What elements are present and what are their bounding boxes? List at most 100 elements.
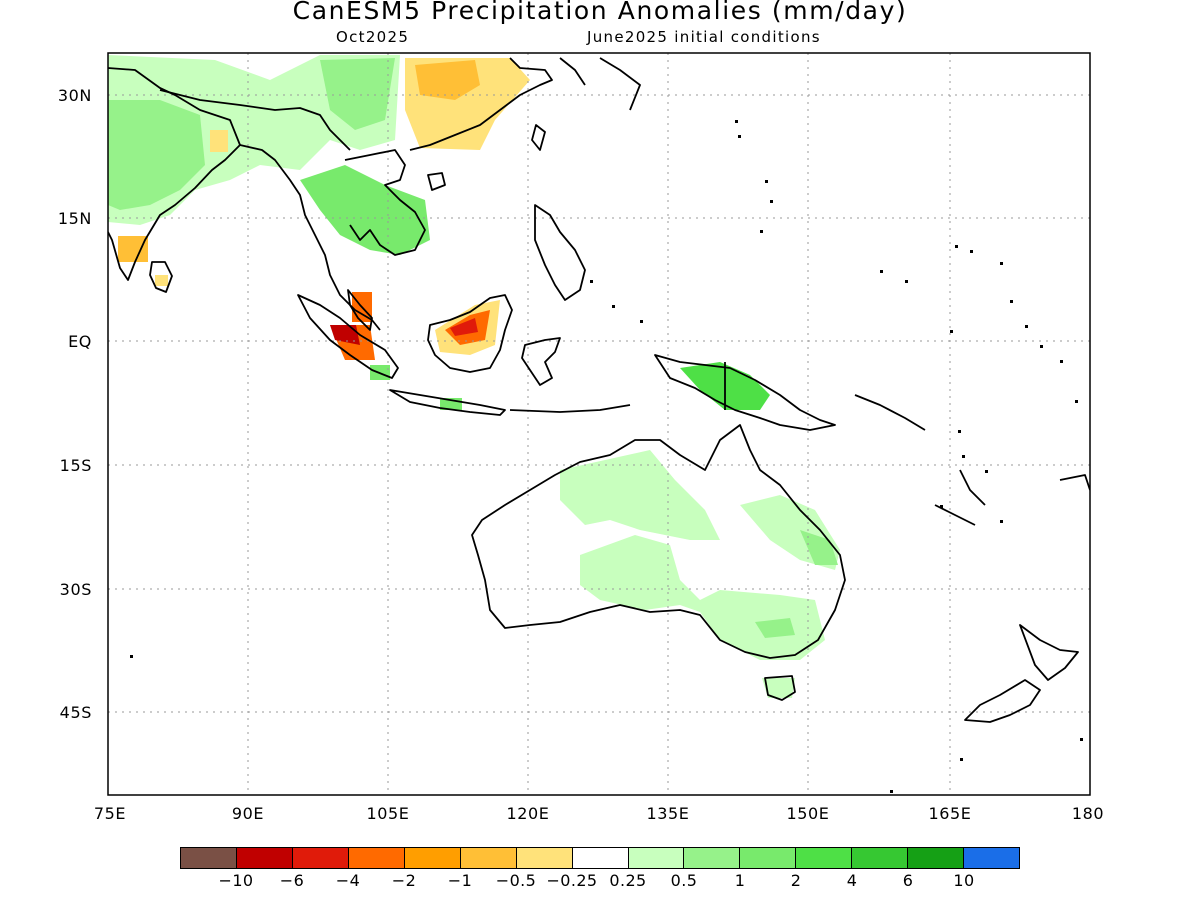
colorbar-swatch (572, 848, 629, 868)
map-plot-area (108, 53, 1090, 795)
island-dot (940, 505, 943, 508)
island-dot (1000, 520, 1003, 523)
colorbar-label: 4 (846, 871, 858, 890)
coast-hainan (427, 172, 446, 191)
coast-taiwan (531, 124, 546, 151)
anomaly-tasmania (762, 678, 795, 698)
island-dot (1000, 262, 1003, 265)
coast-nz-north (1019, 624, 1079, 681)
colorbar-label: −1 (447, 871, 473, 890)
coast-indochina (344, 149, 426, 256)
xtick-165e: 165E (928, 804, 972, 823)
colorbar-swatch (964, 848, 1020, 868)
colorbar-label: −4 (335, 871, 361, 890)
colorbar-swatch (236, 848, 293, 868)
colorbar-swatch (908, 848, 965, 868)
island-dot (770, 200, 773, 203)
coast-india (108, 67, 241, 281)
coast-australia (471, 424, 846, 659)
ytick-eq: EQ (68, 332, 92, 351)
colorbar-swatch (628, 848, 685, 868)
anomaly-india-yellow (210, 130, 228, 152)
island-dot (738, 135, 741, 138)
xtick-150e: 150E (786, 804, 830, 823)
colorbar-swatch (684, 848, 741, 868)
colorbar-label: 10 (953, 871, 975, 890)
anomaly-india-darker (108, 100, 205, 210)
anomaly-indochina-green (300, 165, 430, 255)
coast-newcaledonia (934, 504, 976, 526)
colorbar-swatch (516, 848, 573, 868)
island-dot (765, 180, 768, 183)
coast-himalaya-border (159, 89, 351, 151)
colorbar-label: 1 (734, 871, 746, 890)
coast-lesser-sunda (509, 404, 631, 413)
initial-conditions: June2025 initial conditions (587, 28, 821, 46)
island-dot (1040, 345, 1043, 348)
coast-sumatra (297, 294, 399, 379)
island-dot (970, 250, 973, 253)
colorbar-label: −0.25 (546, 871, 598, 890)
coast-solomon (854, 394, 926, 431)
island-dot (1025, 325, 1028, 328)
coast-vanuatu-fiji (959, 469, 1090, 506)
colorbar-label: 0.5 (670, 871, 698, 890)
xtick-120e: 120E (506, 804, 550, 823)
map-title: CanESM5 Precipitation Anomalies (mm/day) (292, 0, 908, 25)
colorbar-swatch (852, 848, 909, 868)
coast-java (389, 389, 506, 416)
anomaly-srilanka-yellow (155, 275, 168, 286)
island-dot (960, 758, 963, 761)
xtick-180: 180 (1071, 804, 1105, 823)
island-dot (735, 120, 738, 123)
island-dot (962, 455, 965, 458)
coast-china (409, 57, 553, 151)
island-dot (760, 230, 763, 233)
ytick-30s: 30S (59, 580, 92, 599)
island-dot (1080, 738, 1083, 741)
colorbar-label: 6 (902, 871, 914, 890)
anomaly-srilanka-orange (118, 236, 148, 262)
colorbar-swatch (348, 848, 405, 868)
lat-lon-grid (108, 53, 1090, 795)
anomaly-sumatra-red (330, 325, 360, 345)
ytick-30n: 30N (57, 86, 92, 105)
coast-nz-south (964, 679, 1041, 723)
island-dot (950, 330, 953, 333)
island-dot (890, 790, 893, 793)
coast-srilanka (149, 261, 173, 293)
coast-bay-bengal (239, 144, 381, 331)
coast-sulawesi (521, 337, 561, 386)
ytick-45s: 45S (59, 703, 92, 722)
island-dot (958, 430, 961, 433)
pacific-islands (130, 120, 1083, 793)
anomaly-china-lightgreen (320, 58, 395, 130)
xtick-90e: 90E (231, 804, 265, 823)
anomaly-aus-se-green (755, 618, 795, 638)
colorbar-swatch (292, 848, 349, 868)
colorbar-swatch (796, 848, 853, 868)
anomaly-aus-east-green (800, 530, 838, 565)
forecast-month: Oct2025 (336, 28, 410, 46)
colorbar-label: −2 (391, 871, 417, 890)
colorbar-label: −6 (279, 871, 305, 890)
ytick-15s: 15S (59, 456, 92, 475)
colorbar-label: −0.5 (495, 871, 537, 890)
coast-malaya (347, 289, 373, 331)
coast-tasmania (764, 675, 796, 701)
island-dot (905, 280, 908, 283)
island-dot (1060, 360, 1063, 363)
island-dot (880, 270, 883, 273)
coast-borneo (427, 294, 513, 373)
anomaly-aus-central (580, 535, 825, 660)
island-dot (640, 320, 643, 323)
island-dot (612, 305, 615, 308)
island-dot (985, 470, 988, 473)
colorbar-label: −10 (218, 871, 254, 890)
colorbar (180, 847, 1020, 869)
colorbar-label: 2 (790, 871, 802, 890)
colorbar-label: 0.25 (609, 871, 647, 890)
colorbar-swatch (404, 848, 461, 868)
anomaly-china-orange (415, 60, 480, 100)
